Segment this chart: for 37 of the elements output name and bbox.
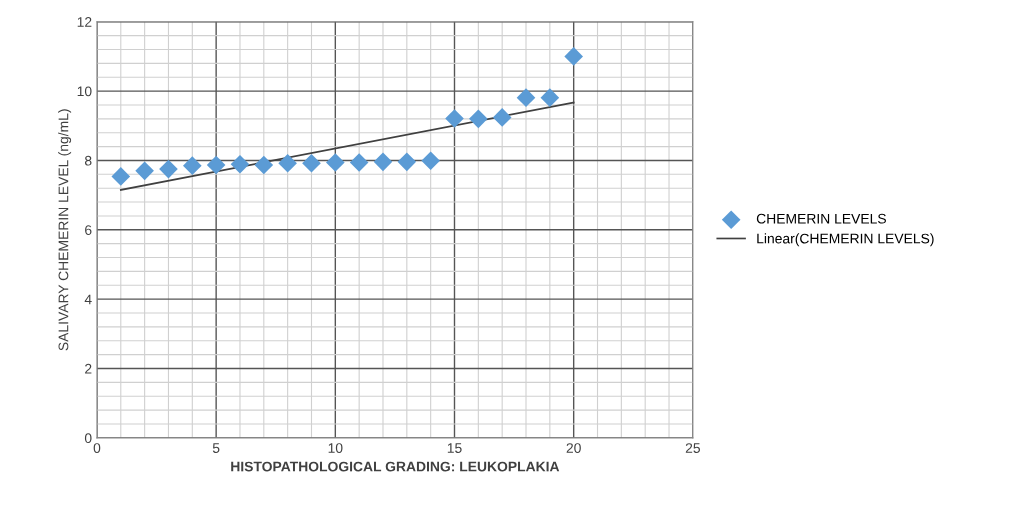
y-tick-label: 2 [85, 363, 92, 374]
point [111, 167, 131, 186]
x-tick-label: 25 [685, 443, 700, 453]
point [326, 153, 345, 172]
point [135, 161, 154, 181]
point [230, 154, 250, 174]
x-tick-label: 20 [566, 443, 581, 453]
legend-label: CHEMERIN LEVELS [756, 213, 886, 224]
x-axis-title: HISTOPATHOLOGICAL GRADING: LEUKOPLAKIA [231, 461, 560, 472]
point [206, 155, 226, 175]
y-axis-title: SALIVARY CHEMERIN LEVEL (ng/mL) [58, 109, 72, 351]
point [540, 88, 560, 107]
point [516, 88, 536, 107]
y-tick-label: 6 [85, 225, 92, 235]
y-tick-label: 8 [84, 155, 92, 166]
point [445, 109, 464, 128]
point [254, 155, 274, 175]
point [302, 153, 321, 173]
y-tick-label: 10 [77, 86, 92, 97]
point [564, 47, 583, 66]
legend-label: Linear(CHEMERIN LEVELS) [757, 233, 934, 247]
y-tick-label: 12 [77, 17, 92, 27]
x-tick-label: 15 [447, 443, 462, 453]
x-tick-label: 10 [328, 443, 343, 453]
point [182, 156, 202, 175]
point [159, 159, 178, 179]
point [397, 152, 417, 172]
y-tick-label: 4 [84, 294, 92, 305]
point [373, 152, 393, 172]
x-tick-label: 5 [212, 443, 220, 453]
x-tick-label: 0 [93, 443, 101, 453]
point [421, 151, 440, 171]
point [469, 109, 488, 129]
point [492, 108, 512, 127]
point [349, 153, 369, 172]
y-tick-label: 0 [84, 433, 92, 444]
point [278, 153, 297, 173]
